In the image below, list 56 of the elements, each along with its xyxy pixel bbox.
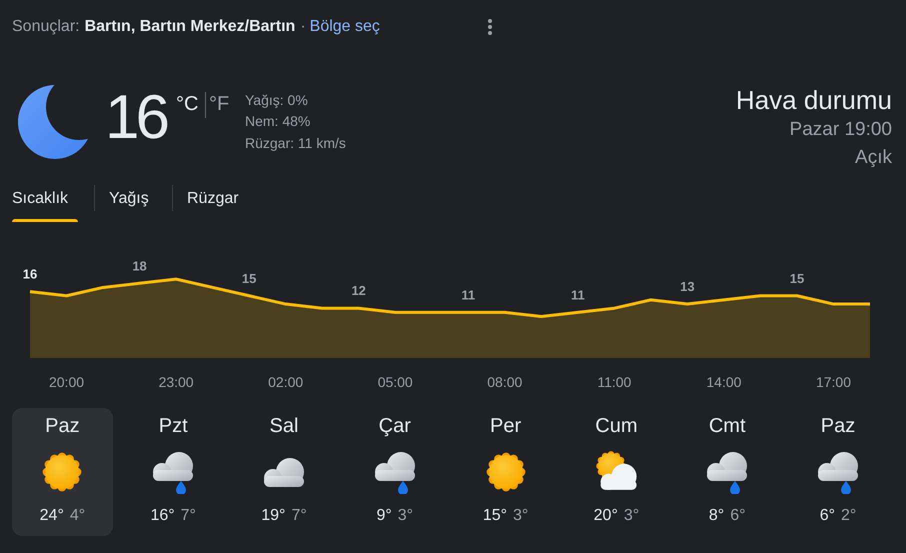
text: Açık [855, 146, 892, 168]
text: Bölge seç [310, 18, 380, 35]
data-label: 11 [461, 287, 476, 302]
x-tick-label: 17:00 [816, 374, 852, 390]
text: 7° [291, 507, 307, 524]
text: Bartın, Bartın Merkez/Bartın [84, 18, 296, 35]
text: 15° [482, 507, 508, 524]
text: 4° [70, 507, 86, 524]
text: Rüzgar [187, 190, 239, 206]
text: 3° [624, 507, 640, 524]
data-label: 12 [351, 283, 366, 298]
x-tick-label: 08:00 [487, 374, 523, 390]
category-label: Pzt [158, 415, 188, 437]
text: Hava durumu [736, 84, 892, 114]
text: 2° [840, 507, 856, 524]
text: 3° [513, 507, 528, 524]
text: Sonuçlar: [12, 18, 80, 35]
text: Yağış [109, 190, 149, 206]
text: 19° [261, 507, 286, 524]
x-tick-label: 20:00 [49, 374, 84, 390]
text: °C [176, 93, 198, 115]
category-label: Per [490, 415, 522, 437]
data-label: 15 [790, 270, 804, 286]
text: Nem: 48% [245, 112, 310, 128]
text: 20° [594, 507, 618, 524]
text: Pazar 19:00 [790, 118, 892, 140]
text: · [300, 18, 306, 35]
text: 16° [150, 507, 175, 524]
text: 3° [398, 507, 414, 524]
data-label: 13 [680, 279, 695, 294]
text: 24° [40, 507, 64, 524]
text: 7° [180, 507, 196, 524]
category-label: Sal [270, 415, 298, 437]
text: 16 [105, 83, 166, 152]
text: 9° [376, 507, 392, 524]
x-tick-label: 02:00 [268, 374, 304, 390]
category-label: Çar [378, 415, 411, 437]
text: 6° [730, 507, 746, 524]
data-label: 18 [132, 258, 147, 274]
data-label: 11 [570, 287, 585, 302]
category-label: Cmt [708, 415, 746, 437]
category-label: Paz [820, 415, 856, 437]
text: Rüzgar: 11 km/s [245, 134, 346, 150]
text: 6° [820, 507, 835, 524]
text: Yağış: 0% [245, 92, 308, 108]
text: Sıcaklık [12, 190, 68, 206]
category-label: Paz [45, 415, 80, 437]
text: 8° [708, 507, 724, 524]
x-tick-label: 23:00 [158, 374, 194, 390]
text: °F [209, 93, 230, 115]
data-label: 16 [22, 266, 38, 282]
x-tick-label: 11:00 [597, 374, 632, 390]
category-label: Cum [595, 415, 638, 437]
data-label: 15 [242, 270, 256, 286]
x-tick-label: 05:00 [378, 374, 413, 390]
x-tick-label: 14:00 [706, 374, 742, 390]
